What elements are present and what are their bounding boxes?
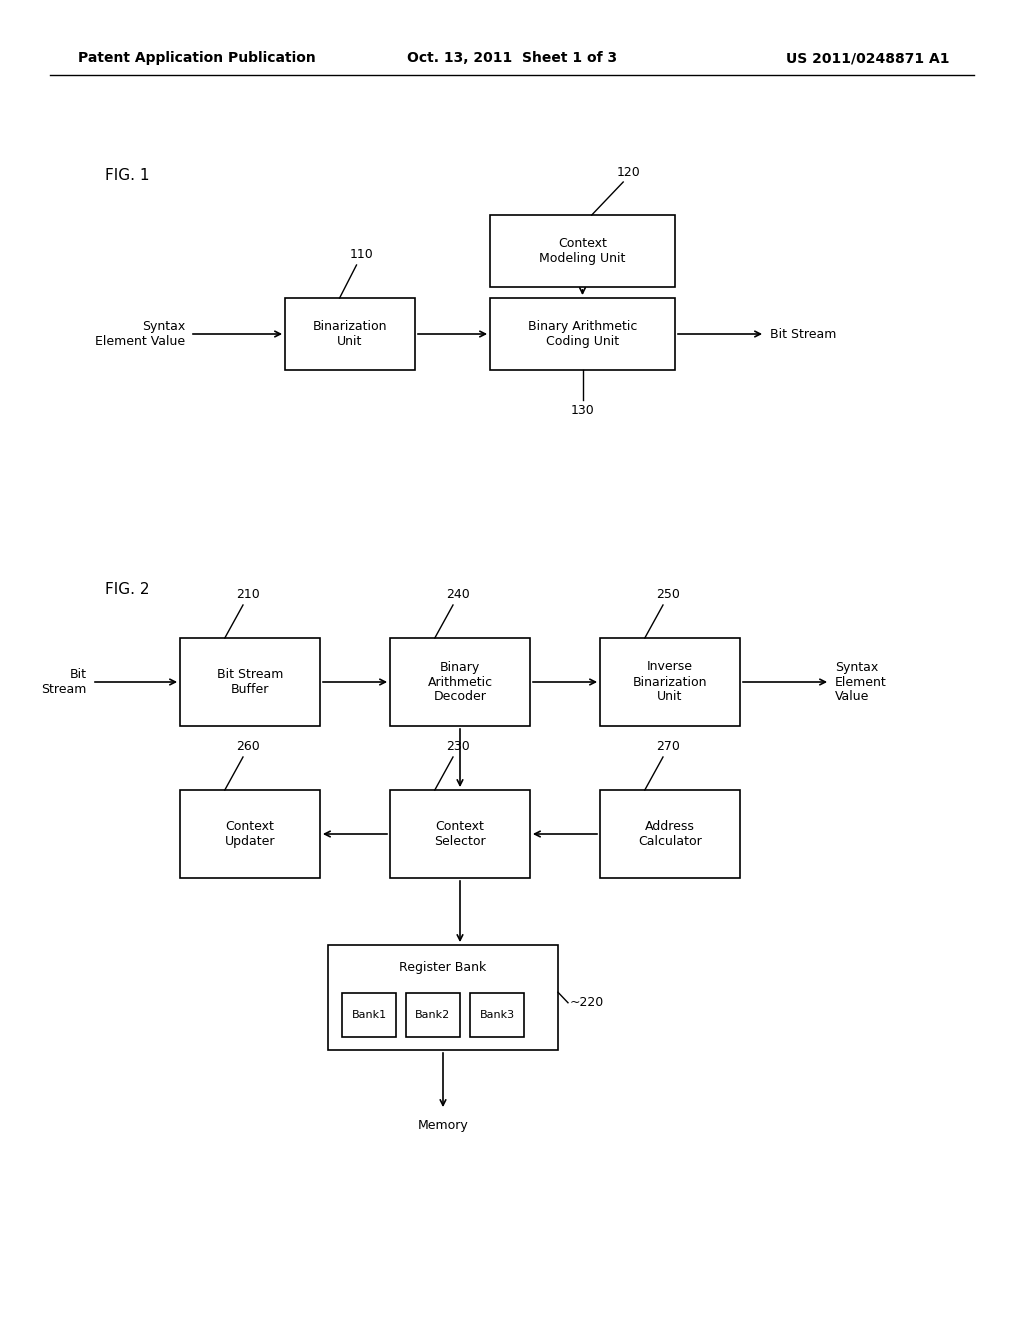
Bar (342, 993, 396, 1038)
Text: Bank2: Bank2 (416, 1010, 451, 1020)
Text: 260: 260 (237, 741, 260, 754)
Text: Syntax
Element
Value: Syntax Element Value (835, 660, 887, 704)
Text: Register Bank: Register Bank (399, 961, 486, 974)
Text: Bank1: Bank1 (351, 1010, 387, 1020)
Bar (600, 789, 740, 878)
Bar (180, 638, 319, 726)
Text: 110: 110 (349, 248, 374, 261)
Text: Bank3: Bank3 (479, 1010, 515, 1020)
Text: 270: 270 (656, 741, 680, 754)
Bar (490, 215, 675, 286)
Text: 250: 250 (656, 589, 680, 602)
Text: FIG. 1: FIG. 1 (105, 168, 150, 182)
Bar (470, 993, 524, 1038)
Text: Bit Stream
Buffer: Bit Stream Buffer (217, 668, 284, 696)
Text: Syntax
Element Value: Syntax Element Value (95, 319, 185, 348)
Text: ~220: ~220 (570, 997, 604, 1010)
Bar (490, 298, 675, 370)
Text: Context
Updater: Context Updater (224, 820, 275, 847)
Bar (328, 945, 558, 1049)
Text: Inverse
Binarization
Unit: Inverse Binarization Unit (633, 660, 708, 704)
Bar (390, 789, 530, 878)
Text: US 2011/0248871 A1: US 2011/0248871 A1 (786, 51, 950, 65)
Text: Context
Selector: Context Selector (434, 820, 485, 847)
Bar (390, 638, 530, 726)
Text: Oct. 13, 2011  Sheet 1 of 3: Oct. 13, 2011 Sheet 1 of 3 (407, 51, 617, 65)
Bar (406, 993, 460, 1038)
Text: 130: 130 (570, 404, 594, 417)
Text: Binary Arithmetic
Coding Unit: Binary Arithmetic Coding Unit (527, 319, 637, 348)
Bar (600, 638, 740, 726)
Text: Binary
Arithmetic
Decoder: Binary Arithmetic Decoder (427, 660, 493, 704)
Text: Patent Application Publication: Patent Application Publication (78, 51, 315, 65)
Text: FIG. 2: FIG. 2 (105, 582, 150, 598)
Text: 120: 120 (616, 165, 640, 178)
Text: Address
Calculator: Address Calculator (638, 820, 701, 847)
Text: Context
Modeling Unit: Context Modeling Unit (540, 238, 626, 265)
Text: Bit
Stream: Bit Stream (42, 668, 87, 696)
Bar (285, 298, 415, 370)
Text: 230: 230 (446, 741, 470, 754)
Text: 240: 240 (446, 589, 470, 602)
Bar (180, 789, 319, 878)
Text: Binarization
Unit: Binarization Unit (312, 319, 387, 348)
Text: Bit Stream: Bit Stream (770, 327, 837, 341)
Text: Memory: Memory (418, 1118, 468, 1131)
Text: 210: 210 (237, 589, 260, 602)
